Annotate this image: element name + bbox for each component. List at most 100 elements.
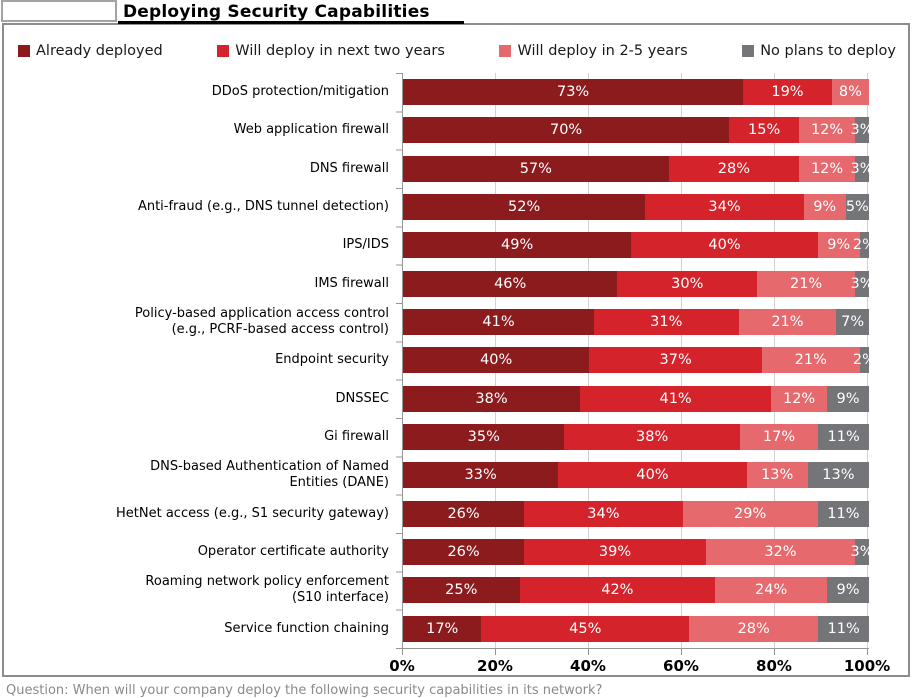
x-axis-tick-label: 0% — [389, 657, 415, 675]
bar-segment: 3% — [851, 117, 869, 144]
bar-value-label: 31% — [650, 314, 683, 331]
bar-segment: 57% — [403, 155, 669, 182]
stacked-bar: 41% 31% 21% 7% — [403, 309, 869, 336]
bar-segment: 12% — [771, 385, 828, 412]
legend-label: Already deployed — [36, 43, 163, 59]
bar-segment: 42% — [519, 577, 716, 604]
bar-row: 17% 45% 28% 11% — [403, 610, 869, 648]
bar-row: 57% 28% 12% 3% — [403, 150, 869, 188]
bar-value-label: 17% — [762, 429, 796, 446]
x-axis-tick-label: 20% — [477, 657, 513, 675]
bar-segment: 13% — [746, 462, 808, 489]
bar-value-label: 33% — [464, 467, 497, 484]
bar-value-label: 46% — [494, 275, 527, 292]
bar-value-label: 2% — [852, 352, 869, 369]
bar-value-label: 24% — [755, 582, 788, 599]
bar-value-label: 26% — [447, 505, 480, 522]
bar-value-label: 3% — [850, 160, 869, 177]
bar-value-label: 34% — [708, 199, 741, 216]
bar-segment: 38% — [403, 385, 581, 412]
bar-segment: 39% — [524, 539, 706, 566]
legend-item: Already deployed — [18, 43, 163, 59]
bar-segment: 11% — [818, 615, 869, 642]
bar-row: 26% 34% 29% 11% — [403, 495, 869, 533]
category-label: Service function chaining — [224, 620, 389, 636]
bar-value-label: 12% — [810, 122, 844, 139]
bar-value-label: 73% — [556, 84, 590, 101]
legend-swatch-icon — [217, 45, 230, 57]
legend-item: Will deploy in next two years — [217, 43, 445, 59]
category-label: Policy-based application access control … — [134, 306, 389, 338]
bar-segment: 31% — [594, 309, 739, 336]
bar-row: 46% 30% 21% 3% — [403, 265, 869, 303]
stacked-bar: 40% 37% 21% 2% — [403, 347, 869, 374]
bar-value-label: 11% — [827, 505, 860, 522]
legend-label: Will deploy in next two years — [235, 43, 445, 59]
bar-value-label: 37% — [659, 352, 692, 369]
stacked-bar: 17% 45% 28% 11% — [403, 615, 869, 642]
category-label: DNS-based Authentication of Named Entiti… — [150, 459, 389, 491]
legend-swatch-icon — [18, 45, 30, 57]
stacked-bar: 73% 19% 8% — [403, 79, 869, 106]
bar-segment: 9% — [817, 232, 860, 259]
bar-value-label: 26% — [447, 544, 480, 561]
bar-segment: 28% — [668, 155, 800, 182]
bar-row: 41% 31% 21% 7% — [403, 303, 869, 341]
category-label: IMS firewall — [314, 275, 389, 291]
bar-segment: 15% — [729, 117, 800, 144]
bar-value-label: 40% — [480, 352, 513, 369]
bar-segment: 41% — [580, 385, 772, 412]
stacked-bar: 46% 30% 21% 3% — [403, 270, 870, 297]
bar-value-label: 35% — [467, 429, 500, 446]
legend-label: Will deploy in 2-5 years — [517, 43, 688, 59]
bar-value-label: 3% — [850, 275, 870, 292]
bar-value-label: 8% — [838, 84, 862, 101]
x-axis-tick-label: 40% — [570, 657, 606, 675]
stacked-bar: 26% 39% 32% 3% — [403, 539, 870, 566]
x-axis-tick-label: 60% — [663, 657, 699, 675]
corner-box — [1, 0, 117, 22]
bar-segment: 2% — [853, 232, 869, 259]
category-label: HetNet access (e.g., S1 security gateway… — [116, 505, 389, 521]
bar-value-label: 25% — [445, 582, 478, 599]
bar-segment: 11% — [817, 500, 869, 527]
bar-value-label: 9% — [813, 199, 837, 216]
bar-segment: 41% — [403, 309, 595, 336]
x-axis-labels: 0% 20% 40% 60% 80% 100% — [389, 657, 890, 677]
bar-segment: 34% — [524, 500, 683, 527]
bar-segment: 29% — [682, 500, 818, 527]
bar-value-label: 28% — [737, 620, 770, 637]
bar-row: 33% 40% 13% 13% — [403, 456, 869, 494]
bar-segment: 25% — [403, 577, 520, 604]
bar-segment: 40% — [403, 347, 590, 374]
category-label: DDoS protection/mitigation — [211, 84, 389, 100]
bar-segment: 37% — [589, 347, 762, 374]
bar-row: 49% 40% 9%2% — [403, 226, 869, 264]
stacked-bar: 49% 40% 9%2% — [403, 232, 869, 259]
bar-segment: 3% — [851, 155, 869, 182]
bar-segment: 5% — [845, 194, 869, 221]
bar-segment: 46% — [403, 270, 618, 297]
bar-value-label: 30% — [671, 275, 704, 292]
bar-segment: 17% — [403, 615, 482, 642]
legend: Already deployed Will deploy in next two … — [18, 40, 896, 62]
category-label: Anti-fraud (e.g., DNS tunnel detection) — [137, 199, 389, 215]
bar-value-label: 11% — [827, 429, 860, 446]
bar-value-label: 29% — [734, 505, 767, 522]
bar-value-label: 42% — [601, 582, 634, 599]
bar-value-label: 17% — [426, 620, 459, 637]
bar-value-label: 39% — [598, 544, 632, 561]
stacked-bar: 25% 42% 24% 9% — [403, 577, 869, 604]
bar-value-label: 15% — [748, 122, 781, 139]
bar-segment: 19% — [743, 79, 832, 106]
stacked-bar: 26% 34% 29% 11% — [403, 500, 869, 527]
y-axis-ticks — [396, 73, 403, 649]
stacked-bar: 38% 41% 12% 9% — [403, 385, 869, 412]
bar-value-label: 3% — [850, 544, 870, 561]
bar-row: 40% 37% 21% 2% — [403, 341, 869, 379]
bar-value-label: 2% — [852, 237, 869, 254]
category-label: Web application firewall — [233, 122, 389, 138]
bar-segment: 24% — [715, 577, 828, 604]
bar-value-label: 9% — [836, 582, 860, 599]
bar-segment: 2% — [853, 347, 869, 374]
